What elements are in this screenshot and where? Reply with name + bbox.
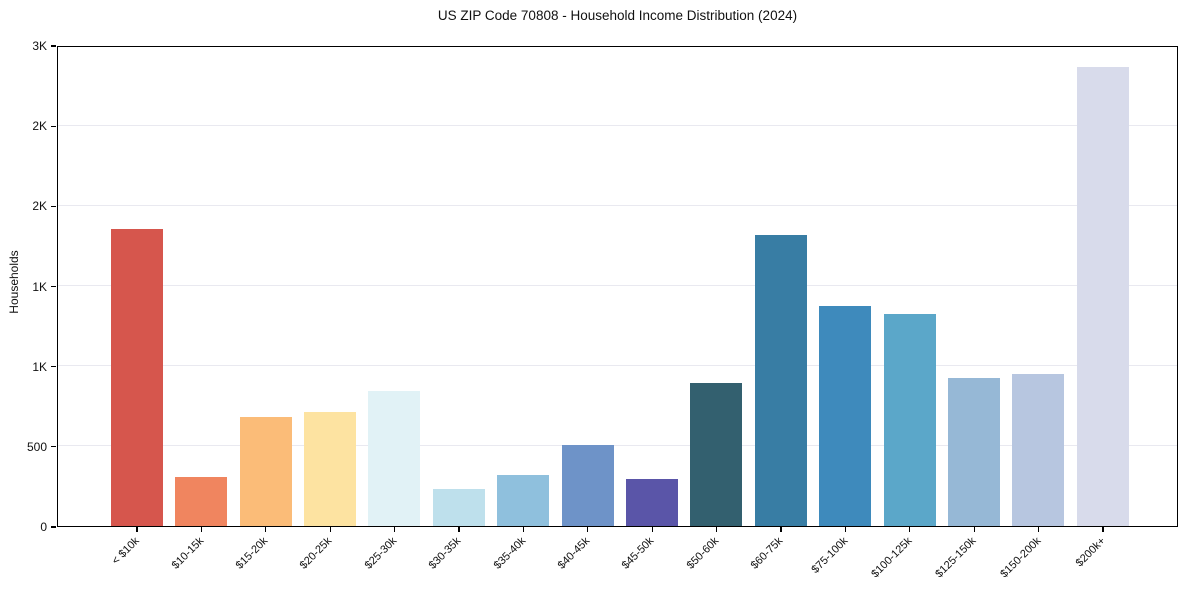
bar-$35-40k: [497, 474, 550, 526]
bar-$50-60k: [690, 382, 743, 526]
x-tick-mark-$30-35k: [458, 527, 460, 532]
x-tick-mark-$60-75k: [780, 527, 782, 532]
bar-$125-150k: [947, 377, 1000, 526]
y-tick-label-500: 500: [26, 439, 47, 454]
bar-$75-100k: [819, 306, 872, 526]
gridline-2000: [58, 204, 1177, 206]
gridline-500: [58, 445, 1177, 447]
x-tick-mark-$25-30k: [394, 527, 396, 532]
bar-$20-25k: [303, 412, 356, 526]
x-tick-mark-$150-200k: [1038, 527, 1040, 532]
x-tick-mark-$35-40k: [522, 527, 524, 532]
chart-title: US ZIP Code 70808 - Household Income Dis…: [437, 8, 798, 23]
gridline-1000: [58, 365, 1177, 367]
bar-$25-30k: [368, 390, 421, 526]
x-tick-mark-$15-20k: [265, 527, 267, 532]
bar-$30-35k: [432, 489, 485, 526]
plot-area: [57, 46, 1178, 527]
y-tick-label-0: 0: [40, 520, 47, 534]
bar-$15-20k: [239, 416, 292, 526]
bar-$45-50k: [625, 478, 678, 526]
bar-$10-15k: [175, 477, 228, 526]
gridline-1500: [58, 285, 1177, 286]
x-tick-mark-$200k+: [1102, 527, 1104, 532]
y-tick-label-2000: 2K: [32, 199, 47, 214]
y-tick-label-1500: 1K: [32, 279, 47, 294]
bar-$150-200k: [1012, 373, 1065, 526]
bar-$60-75k: [754, 235, 807, 526]
y-tick-mark-2000: [51, 205, 56, 207]
x-tick-mark-$20-25k: [329, 527, 331, 532]
x-tick-mark-$50-60k: [716, 527, 718, 532]
x-tick-mark-$75-100k: [844, 527, 846, 532]
y-tick-label-3000: 3K: [32, 39, 47, 53]
y-tick-mark-3000: [51, 45, 56, 47]
y-tick-mark-1000: [51, 366, 56, 368]
bar-$40-45k: [561, 445, 614, 526]
bar-$200k+: [1076, 67, 1129, 526]
y-tick-mark-1500: [51, 285, 56, 288]
bar-< $10k: [110, 229, 163, 526]
y-tick-mark-0: [51, 526, 56, 528]
y-tick-mark-500: [51, 446, 56, 448]
x-tick-mark-$40-45k: [587, 527, 589, 532]
y-tick-label-1000: 1K: [32, 359, 47, 374]
bar-$100-125k: [883, 314, 936, 526]
y-tick-mark-2500: [51, 125, 56, 127]
x-tick-mark-< $10k: [136, 527, 138, 532]
y-tick-label-2500: 2K: [32, 119, 47, 134]
x-tick-mark-$125-150k: [973, 527, 975, 532]
x-tick-mark-$10-15k: [200, 527, 202, 532]
x-tick-mark-$45-50k: [651, 527, 653, 532]
x-tick-mark-$100-125k: [909, 527, 911, 532]
gridline-2500: [58, 124, 1177, 126]
